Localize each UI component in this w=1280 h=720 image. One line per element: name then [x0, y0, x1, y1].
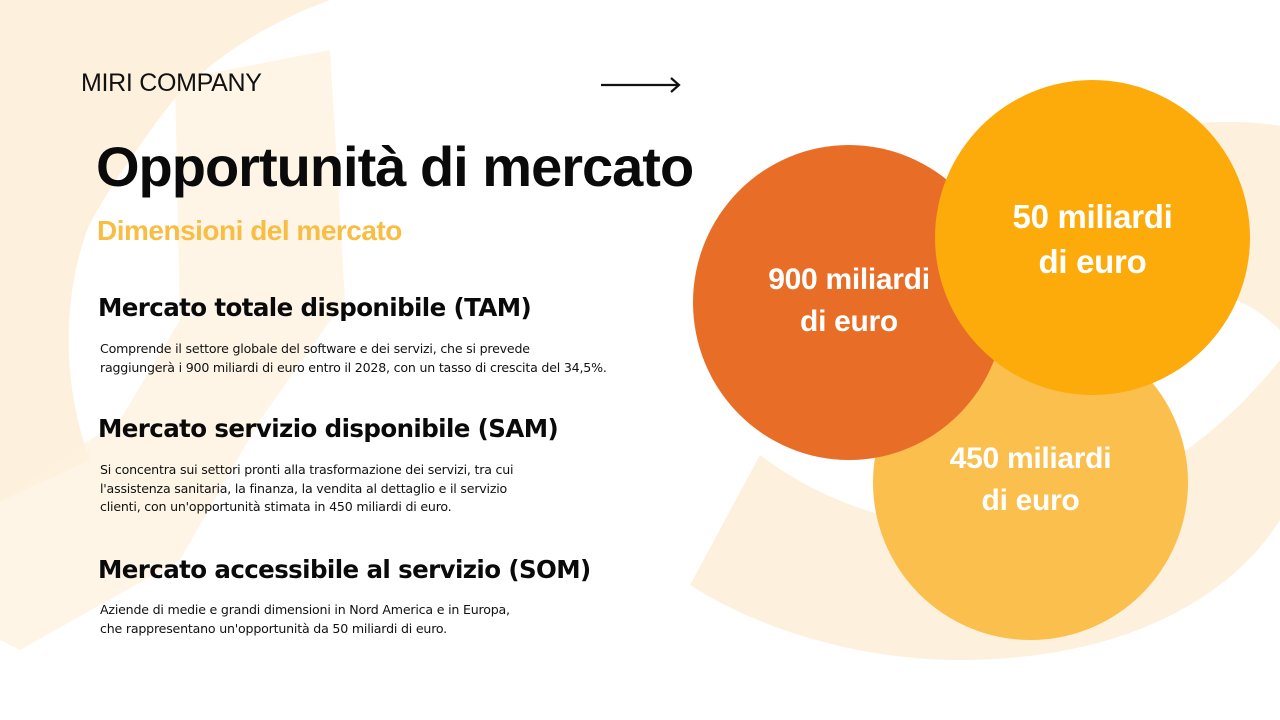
tam-circle-unit: di euro [800, 304, 898, 338]
section-heading-sam: Mercato servizio disponibile (SAM) [98, 414, 559, 443]
long-right-arrow-icon[interactable] [600, 76, 682, 94]
sam-circle-unit: di euro [981, 484, 1080, 517]
section-heading-tam: Mercato totale disponibile (TAM) [98, 293, 532, 322]
page-subtitle: Dimensioni del mercato [97, 215, 402, 246]
page-title: Opportunità di mercato [96, 135, 694, 198]
som-circle-value: 50 miliardi [1012, 198, 1173, 235]
body-line: Comprende il settore globale del softwar… [100, 341, 530, 356]
section-heading-som: Mercato accessibile al servizio (SOM) [98, 555, 591, 584]
tam-circle-value: 900 miliardi [768, 262, 930, 296]
body-line: clienti, con un'opportunità stimata in 4… [100, 499, 452, 514]
body-line: raggiungerà i 900 miliardi di euro entro… [100, 359, 607, 375]
brand-name: MIRI COMPANY [81, 69, 262, 97]
body-line: che rappresentano un'opportunità da 50 m… [100, 620, 447, 636]
body-line: Aziende di medie e grandi dimensioni in … [100, 602, 510, 617]
body-line: l'assistenza sanitaria, la finanza, la v… [100, 480, 508, 496]
section-body-sam: Si concentra sui settori pronti alla tra… [100, 461, 514, 517]
som-circle: 50 miliardi di euro [935, 80, 1250, 395]
sam-circle-value: 450 miliardi [949, 442, 1112, 475]
section-body-tam: Comprende il settore globale del softwar… [100, 340, 607, 377]
body-line: Si concentra sui settori pronti alla tra… [100, 462, 514, 477]
som-circle-unit: di euro [1038, 243, 1147, 280]
section-body-som: Aziende di medie e grandi dimensioni in … [100, 601, 510, 638]
